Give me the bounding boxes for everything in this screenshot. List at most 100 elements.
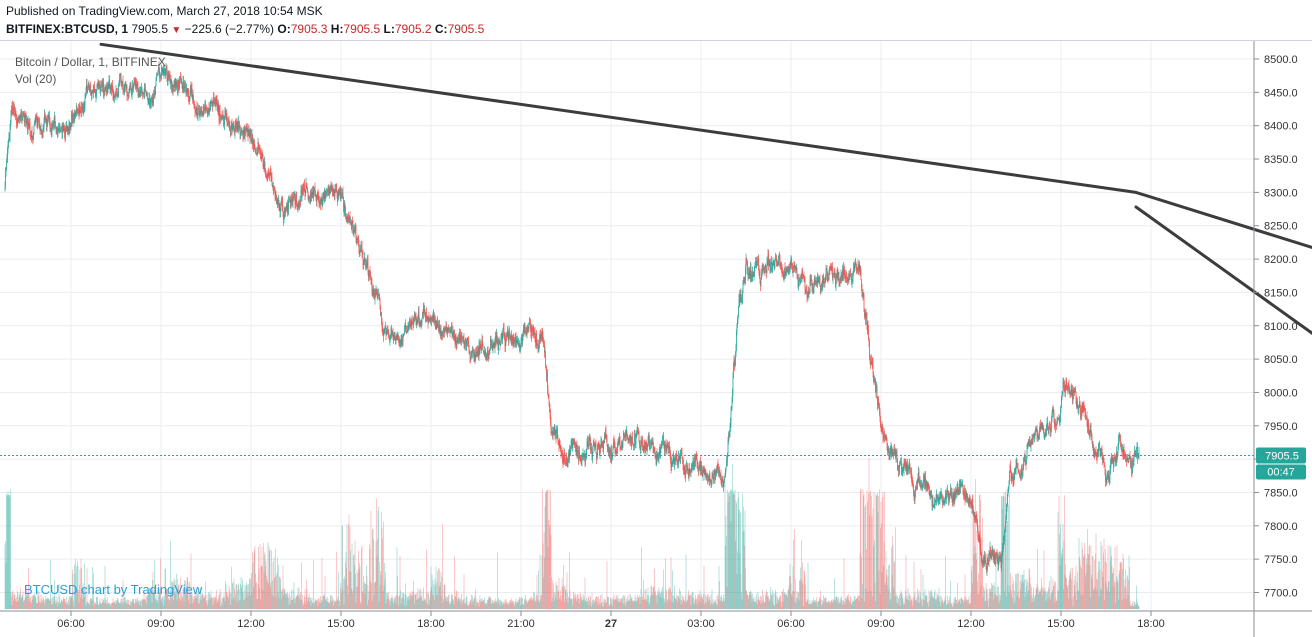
candle-body xyxy=(593,441,595,447)
candle-body xyxy=(525,331,527,333)
candle-body xyxy=(256,152,258,155)
candle-body xyxy=(15,112,16,116)
candle-body xyxy=(641,440,643,443)
candle-body xyxy=(306,186,308,189)
candle-body xyxy=(18,118,20,119)
candle-body xyxy=(104,91,105,93)
candle-body xyxy=(531,327,533,331)
candle-body xyxy=(479,345,480,354)
candle-body xyxy=(386,331,387,335)
candle-body xyxy=(580,461,582,463)
candle-body xyxy=(364,257,366,260)
candle-body xyxy=(266,175,267,178)
price-change: −225.6 (−2.77%) xyxy=(184,22,275,36)
candle-body xyxy=(35,117,36,121)
candle-body xyxy=(474,353,476,361)
candle-body xyxy=(339,192,340,194)
candle-body xyxy=(402,337,404,342)
candle-body xyxy=(159,69,160,77)
candle-body xyxy=(613,441,615,445)
candle-body xyxy=(536,334,537,344)
candle-body xyxy=(410,323,412,328)
candle-body xyxy=(31,130,33,139)
candle-body xyxy=(667,444,669,447)
candle-body xyxy=(438,324,440,329)
candle-body xyxy=(630,435,631,441)
candle-body xyxy=(149,98,150,106)
candle-body xyxy=(325,195,326,199)
candle-body xyxy=(609,450,610,456)
candle-body xyxy=(27,121,29,131)
candle-body xyxy=(564,452,565,462)
candle-body xyxy=(625,435,626,437)
candle-body xyxy=(263,164,264,167)
candle-body xyxy=(59,127,60,130)
candle-body xyxy=(549,402,550,409)
candle-body xyxy=(520,347,521,350)
candle-body xyxy=(670,456,671,461)
candle-body xyxy=(18,117,19,119)
candle-body xyxy=(214,102,215,104)
candle-body xyxy=(136,84,137,88)
candle-body xyxy=(656,454,658,460)
candle-body xyxy=(443,329,444,332)
candle-body xyxy=(372,290,373,295)
candle-body xyxy=(517,340,518,345)
candle-body xyxy=(412,322,414,326)
candle-body xyxy=(560,449,562,453)
candle-body xyxy=(574,442,575,444)
candle-body xyxy=(462,336,463,340)
candle-body xyxy=(307,192,309,197)
candle-body xyxy=(83,107,84,109)
candle-body xyxy=(110,86,111,89)
candle-body xyxy=(289,200,290,201)
candle-body xyxy=(58,127,60,129)
candle-body xyxy=(337,194,338,202)
candle-body xyxy=(294,193,296,205)
candle-body xyxy=(163,68,164,74)
candle-body xyxy=(195,111,197,115)
candle-body xyxy=(356,239,358,242)
candle-body xyxy=(430,320,432,324)
candle-body xyxy=(586,441,588,450)
candle-body xyxy=(24,115,25,124)
candle-body xyxy=(248,129,250,137)
price-chart[interactable]: 7700.07750.07800.07850.07900.07950.08000… xyxy=(0,41,1312,637)
candle-body xyxy=(145,90,147,94)
candle-body xyxy=(280,207,281,212)
candle-body xyxy=(106,86,107,92)
candle-body xyxy=(392,333,394,338)
candle-body xyxy=(623,432,624,440)
candle-body xyxy=(323,193,325,199)
candle-body xyxy=(640,449,641,451)
candle-body xyxy=(543,343,545,346)
candle-body xyxy=(405,324,406,328)
candle-body xyxy=(553,432,555,434)
candle-body xyxy=(270,173,272,180)
candle-body xyxy=(230,126,232,136)
candle-body xyxy=(391,327,392,335)
candle-body xyxy=(527,328,528,331)
candle-body xyxy=(357,238,359,240)
candle-body xyxy=(329,189,331,194)
candle-body xyxy=(418,311,419,318)
candle-body xyxy=(55,123,56,128)
candle-body xyxy=(610,452,611,458)
candle-body xyxy=(512,336,513,340)
candle-body xyxy=(83,106,85,109)
candle-body xyxy=(448,327,449,329)
candle-body xyxy=(130,84,131,87)
candle-body xyxy=(247,128,248,132)
candle-body xyxy=(165,68,167,76)
candle-body xyxy=(477,350,479,351)
candle-body xyxy=(410,321,411,324)
candle-body xyxy=(113,93,114,99)
candle-body xyxy=(421,317,423,322)
candle-body xyxy=(580,458,581,462)
candle-body xyxy=(423,305,424,314)
candle-body xyxy=(411,320,413,324)
candle-body xyxy=(624,435,625,438)
candle-body xyxy=(437,326,439,328)
candle-body xyxy=(466,340,468,346)
candle-body xyxy=(576,445,577,452)
